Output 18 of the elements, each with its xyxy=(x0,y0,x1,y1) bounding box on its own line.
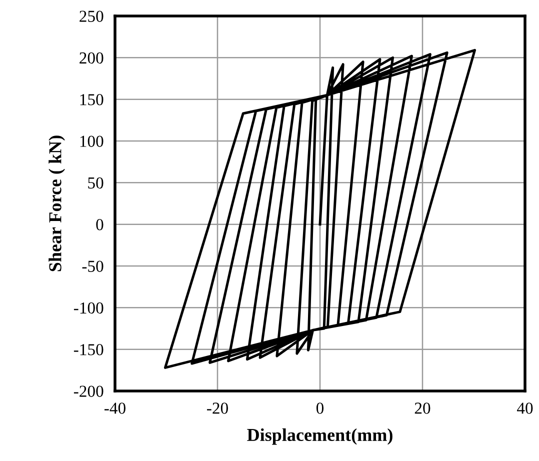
y-tick-label: 50 xyxy=(88,177,104,189)
y-axis-title: Shear Force ( kN) xyxy=(48,136,66,272)
x-tick-label: 40 xyxy=(516,402,533,414)
y-tick-label: 100 xyxy=(80,136,104,147)
y-tick-label: -150 xyxy=(74,344,104,356)
y-tick-label: 0 xyxy=(96,219,104,230)
y-tick-label: 250 xyxy=(80,10,104,22)
y-tick-label: -200 xyxy=(74,386,104,397)
x-axis-title: Displacement(mm) xyxy=(247,428,392,445)
x-tick-label: -20 xyxy=(207,402,228,414)
y-tick-label: 200 xyxy=(80,52,104,64)
x-tick-label: 20 xyxy=(414,402,430,414)
y-tick-label: -50 xyxy=(82,260,104,272)
y-tick-label: 150 xyxy=(80,94,104,106)
y-tick-label: -100 xyxy=(74,302,104,314)
line-series xyxy=(164,48,476,369)
x-tick-label: -40 xyxy=(104,402,126,414)
x-tick-label: 0 xyxy=(316,402,324,414)
